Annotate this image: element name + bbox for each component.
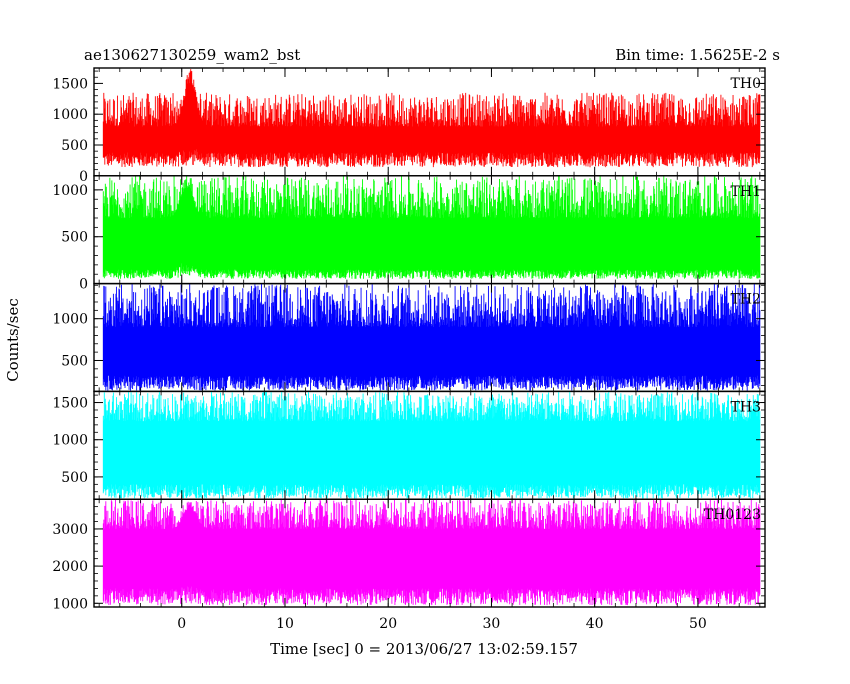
x-tick-label: 20 — [379, 616, 397, 632]
y-tick-label: 1500 — [52, 76, 88, 92]
chart-title: ae130627130259_wam2_bst — [84, 46, 300, 64]
y-tick-label: 0 — [79, 169, 88, 185]
panel-th0: 0 500 1000 1500 TH0 — [52, 67, 766, 185]
series-th2 — [102, 283, 761, 391]
y-tick-label: 1000 — [52, 312, 88, 328]
y-tick-label: 1000 — [52, 183, 88, 199]
y-tick-label: 500 — [61, 138, 88, 154]
x-tick-label: 50 — [689, 616, 707, 632]
y-tick-label: 1000 — [52, 107, 88, 123]
panel-label: TH3 — [731, 399, 761, 415]
y-tick-label: 1500 — [52, 396, 88, 412]
y-tick-label: 0 — [79, 277, 88, 293]
y-tick-label: 1000 — [52, 433, 88, 449]
y-tick-label: 1000 — [52, 596, 88, 612]
y-tick-label: 500 — [61, 353, 88, 369]
series-th0123 — [102, 499, 761, 606]
y-tick-label: 500 — [61, 470, 88, 486]
panel-th1: 0 500 1000 TH1 — [52, 175, 766, 293]
series-th3 — [102, 391, 761, 499]
panel-th0123: 1000 2000 3000 TH0123 — [52, 498, 766, 612]
x-axis-label: Time [sec] 0 = 2013/06/27 13:02:59.157 — [270, 640, 578, 658]
panel-label: TH1 — [731, 184, 761, 200]
y-tick-label: 3000 — [52, 522, 88, 538]
x-tick-label: 0 — [177, 616, 186, 632]
x-tick-label: 30 — [483, 616, 501, 632]
series-th0 — [102, 69, 761, 168]
panel-label: TH0 — [731, 76, 761, 92]
y-axis-label: Counts/sec — [4, 298, 22, 382]
panel-label: TH2 — [731, 292, 761, 308]
panel-label: TH0123 — [704, 507, 761, 523]
bin-time-label: Bin time: 1.5625E-2 s — [615, 46, 780, 64]
panel-th3: 500 1000 1500 TH3 — [52, 390, 766, 500]
x-tick-label: 10 — [276, 616, 294, 632]
x-tick-label: 40 — [586, 616, 604, 632]
y-tick-label: 2000 — [52, 559, 88, 575]
series-th1 — [102, 175, 761, 279]
panel-th2: 500 1000 TH2 — [52, 282, 766, 393]
y-tick-label: 500 — [61, 230, 88, 246]
